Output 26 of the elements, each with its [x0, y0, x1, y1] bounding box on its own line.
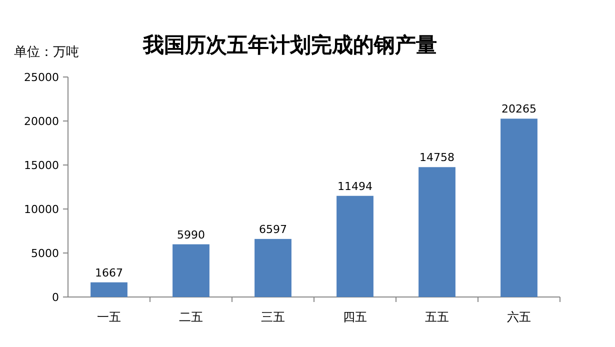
chart-title: 我国历次五年计划完成的钢产量 [142, 32, 437, 57]
y-axis-title: 单位：万吨 [14, 45, 79, 60]
y-tick-label: 10000 [24, 202, 59, 216]
data-label: 1667 [95, 266, 123, 280]
y-tick-label: 15000 [24, 158, 59, 172]
x-tick-label: 三五 [261, 310, 285, 324]
bar [418, 167, 456, 297]
x-tick-label: 四五 [343, 310, 367, 324]
data-label: 14758 [420, 151, 454, 164]
data-label: 6597 [259, 222, 287, 236]
x-tick-label: 二五 [179, 310, 203, 324]
x-tick-label: 一五 [97, 310, 121, 324]
x-tick-label: 五五 [425, 310, 449, 324]
bar [254, 238, 292, 297]
data-label: 11494 [338, 180, 372, 193]
data-label: 20265 [502, 102, 536, 116]
y-tick-label: 5000 [31, 246, 59, 260]
data-label: 5990 [177, 228, 205, 242]
y-tick-label: 0 [52, 290, 59, 304]
y-tick-label: 25000 [24, 70, 59, 84]
bar [500, 118, 538, 297]
bar [172, 244, 210, 297]
y-tick-label: 20000 [24, 114, 59, 128]
bar [336, 196, 374, 297]
x-tick-label: 六五 [507, 310, 531, 324]
bar [90, 282, 128, 297]
